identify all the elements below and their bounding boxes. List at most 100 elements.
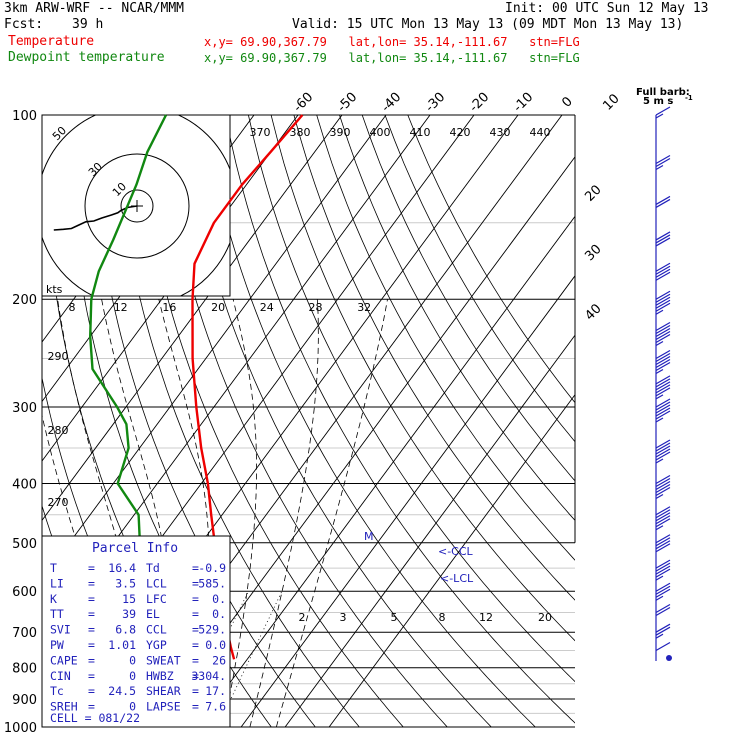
parcel-row-value: 0 xyxy=(129,669,136,683)
parcel-row-key: LI xyxy=(50,576,64,590)
isotherm-label: -60 xyxy=(291,90,317,116)
wind-barb xyxy=(655,474,671,499)
barb-flag xyxy=(655,356,671,366)
parcel-row-value: 6.8 xyxy=(115,623,136,637)
mixing-ratio-label: 12 xyxy=(114,301,128,314)
barb-flag xyxy=(655,268,671,278)
pressure-label: 300 xyxy=(12,401,37,416)
parcel-row-key: LAPSE xyxy=(146,700,181,714)
barb-flag xyxy=(655,474,671,484)
barb-flag xyxy=(655,398,671,408)
barb-flag xyxy=(655,486,671,496)
barb-half-flag xyxy=(655,595,664,601)
isotherm xyxy=(42,115,343,522)
model-title: 3km ARW-WRF -- NCAR/MMM xyxy=(4,1,185,16)
barb-flag xyxy=(655,195,671,205)
barb-flag xyxy=(655,512,671,522)
barb-flag xyxy=(655,540,671,550)
parcel-row-value: 1.01 xyxy=(108,638,136,652)
parcel-info-title: Parcel Info xyxy=(92,541,178,556)
barb-flag xyxy=(655,506,671,516)
wind-barb xyxy=(655,195,671,208)
wind-barb xyxy=(655,398,671,423)
isotherm xyxy=(328,393,575,727)
parcel-row-key: CCL xyxy=(146,623,167,637)
isotherm-label: -30 xyxy=(423,90,449,116)
surface-wind-marker xyxy=(666,655,672,661)
parcel-row-key: T xyxy=(50,561,57,575)
barb-flag xyxy=(655,331,671,341)
theta-label: 270 xyxy=(48,496,69,509)
pressure-label: 200 xyxy=(12,293,37,308)
moist-adiabat xyxy=(223,299,257,727)
barb-flag xyxy=(655,157,671,167)
barb-flag xyxy=(655,328,671,338)
isotherm-label: 40 xyxy=(582,301,604,323)
barb-key-exponent: -1 xyxy=(685,94,693,102)
barb-flag xyxy=(655,198,671,208)
theta-e-label: 400 xyxy=(370,126,391,139)
isotherm xyxy=(284,334,575,727)
barb-half-flag xyxy=(655,113,664,119)
barb-flag xyxy=(655,407,671,417)
wind-barb xyxy=(655,559,671,581)
isotherm-label: 20 xyxy=(582,182,604,204)
wind-barb xyxy=(655,603,671,617)
moist-adiabat xyxy=(275,299,388,727)
barb-flag xyxy=(655,231,671,241)
pressure-label: 900 xyxy=(12,693,37,708)
barb-half-flag xyxy=(655,575,664,581)
moist-adiabat xyxy=(42,413,119,727)
isotherm-label: 30 xyxy=(582,242,604,264)
wind-barb xyxy=(655,350,671,375)
isotherm xyxy=(42,115,387,581)
parcel-row-value: 0.0 xyxy=(205,638,226,652)
barb-flag xyxy=(655,559,671,569)
parcel-row-key: SREH xyxy=(50,700,78,714)
dry-adiabat xyxy=(384,115,575,443)
parcel-row-value: 0. xyxy=(212,607,226,621)
parcel-row-equals: = xyxy=(88,607,95,621)
parcel-row-equals: = xyxy=(88,684,95,698)
wind-barb xyxy=(655,154,671,170)
mixing-ratio-label: 16 xyxy=(162,301,176,314)
mixing-ratio-label: 20 xyxy=(211,301,225,314)
init-time: Init: 00 UTC Sun 12 May 13 xyxy=(505,1,709,16)
dry-adiabat xyxy=(407,115,575,404)
parcel-row-value: 39 xyxy=(122,607,136,621)
barb-half-flag xyxy=(655,633,664,639)
pressure-label: 100 xyxy=(12,109,37,124)
barb-flag xyxy=(655,623,671,633)
parcel-row-key: Td xyxy=(146,561,160,575)
parcel-row-value: 3.5 xyxy=(115,576,136,590)
parcel-row-value: 3304. xyxy=(191,669,226,683)
wind-barb xyxy=(655,506,671,531)
barb-key-title: Full barb: xyxy=(636,87,690,98)
dewpoint-legend: Dewpoint temperature xyxy=(8,50,165,65)
barb-flag xyxy=(655,387,671,397)
wind-barb xyxy=(655,231,671,247)
parcel-row-key: SWEAT xyxy=(146,653,181,667)
barb-flag xyxy=(655,480,671,490)
parcel-box-frame xyxy=(41,535,231,728)
barb-flag xyxy=(655,582,671,592)
wind-barb xyxy=(655,262,671,281)
barb-flag xyxy=(655,603,671,614)
parcel-row-value: 17. xyxy=(205,684,226,698)
fcst-value: 39 h xyxy=(72,17,104,32)
parcel-row-value: 24.5 xyxy=(108,684,136,698)
barb-flag xyxy=(655,302,671,312)
chart-series: <-CCL <-LCL M xyxy=(89,114,474,660)
parcel-row-value: -0.9 xyxy=(198,561,226,575)
dry-adiabat xyxy=(0,115,7,727)
barb-flag xyxy=(655,271,671,281)
wind-barb xyxy=(655,582,671,601)
barb-flag xyxy=(655,296,671,306)
barb-half-flag xyxy=(655,309,664,315)
barb-half-flag xyxy=(655,369,664,375)
wind-barb xyxy=(655,534,671,553)
barb-flag xyxy=(655,518,671,528)
barb-flag xyxy=(655,445,671,455)
barb-flag xyxy=(655,154,671,164)
